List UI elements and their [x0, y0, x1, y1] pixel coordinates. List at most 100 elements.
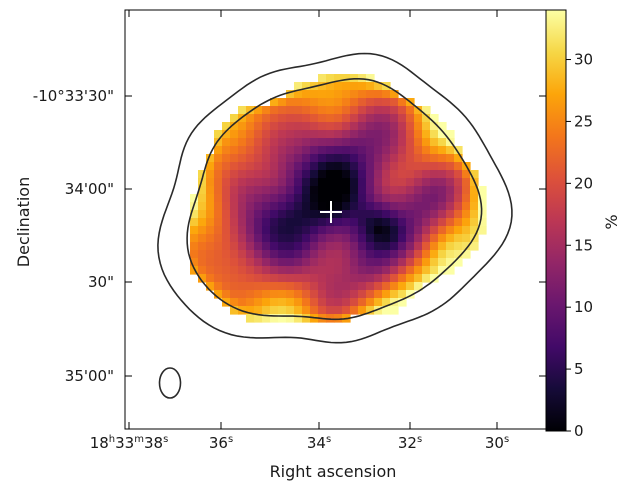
heatmap-cell	[446, 226, 455, 235]
heatmap-cell	[222, 226, 231, 235]
heatmap-cell	[238, 274, 247, 283]
heatmap-cell	[366, 170, 375, 179]
heatmap-cell	[246, 306, 255, 315]
heatmap-cell	[406, 258, 415, 267]
heatmap-cell	[238, 106, 247, 115]
heatmap-cell	[254, 210, 263, 219]
colorbar-tick-label: 25	[574, 112, 593, 130]
heatmap-cell	[254, 146, 263, 155]
heatmap-cell	[254, 186, 263, 195]
heatmap-cell	[366, 282, 375, 291]
heatmap-cell	[366, 90, 375, 99]
heatmap-cell	[430, 266, 439, 275]
heatmap-cell	[294, 114, 303, 123]
heatmap-cell	[270, 250, 279, 259]
heatmap-cell	[238, 250, 247, 259]
heatmap-cell	[286, 218, 295, 227]
heatmap-cell	[286, 194, 295, 203]
heatmap-cell	[382, 298, 391, 307]
heatmap-cell	[366, 122, 375, 131]
heatmap-cell	[222, 146, 231, 155]
heatmap-cell	[302, 138, 311, 147]
heatmap-cell	[374, 282, 383, 291]
heatmap-cell	[334, 82, 343, 91]
heatmap-cell	[318, 218, 327, 227]
heatmap-cell	[342, 202, 351, 211]
heatmap-cell	[230, 154, 239, 163]
heatmap-cell	[406, 146, 415, 155]
heatmap-cell	[294, 202, 303, 211]
heatmap-cell	[238, 290, 247, 299]
heatmap-cell	[350, 90, 359, 99]
heatmap-cell	[326, 314, 335, 323]
heatmap-cell	[206, 170, 215, 179]
heatmap-cell	[294, 234, 303, 243]
heatmap-cell	[246, 162, 255, 171]
heatmap-cell	[374, 90, 383, 99]
heatmap-cell	[406, 210, 415, 219]
heatmap-cell	[190, 250, 199, 259]
heatmap-cell	[294, 82, 303, 91]
heatmap-cell	[302, 290, 311, 299]
heatmap-cell	[342, 194, 351, 203]
heatmap-cell	[334, 106, 343, 115]
heatmap-cell	[222, 250, 231, 259]
heatmap-cell	[334, 170, 343, 179]
heatmap-cell	[398, 290, 407, 299]
heatmap-cell	[222, 218, 231, 227]
heatmap-cell	[430, 274, 439, 283]
heatmap-cell	[390, 186, 399, 195]
heatmap-cell	[318, 202, 327, 211]
heatmap-cell	[310, 146, 319, 155]
heatmap-cell	[302, 226, 311, 235]
heatmap-cell	[310, 90, 319, 99]
heatmap-cell	[214, 146, 223, 155]
heatmap-cell	[382, 114, 391, 123]
heatmap-cell	[446, 210, 455, 219]
heatmap-cell	[222, 178, 231, 187]
heatmap-cell	[278, 274, 287, 283]
heatmap-cell	[438, 258, 447, 267]
heatmap-cell	[342, 154, 351, 163]
heatmap-cell	[238, 178, 247, 187]
heatmap-cell	[358, 106, 367, 115]
heatmap-cell	[342, 250, 351, 259]
heatmap-cell	[398, 266, 407, 275]
heatmap-cell	[310, 114, 319, 123]
heatmap-cell	[222, 162, 231, 171]
heatmap-cell	[214, 282, 223, 291]
heatmap-cell	[294, 226, 303, 235]
heatmap-cell	[238, 242, 247, 251]
heatmap-cell	[270, 282, 279, 291]
heatmap-cell	[350, 298, 359, 307]
heatmap-cell	[310, 274, 319, 283]
heatmap-cell	[366, 210, 375, 219]
heatmap-cell	[262, 226, 271, 235]
heatmap-cell	[454, 258, 463, 267]
heatmap-cell	[438, 154, 447, 163]
heatmap-cell	[214, 290, 223, 299]
heatmap-cell	[286, 154, 295, 163]
heatmap-cell	[326, 170, 335, 179]
heatmap-cell	[262, 210, 271, 219]
heatmap-cell	[278, 146, 287, 155]
heatmap-cell	[302, 186, 311, 195]
heatmap-cell	[286, 146, 295, 155]
heatmap-cell	[454, 170, 463, 179]
heatmap-cell	[422, 234, 431, 243]
heatmap-cell	[230, 122, 239, 131]
heatmap-cell	[366, 130, 375, 139]
heatmap-cell	[310, 306, 319, 315]
heatmap-cell	[286, 314, 295, 323]
heatmap-cell	[206, 154, 215, 163]
heatmap-cell	[414, 146, 423, 155]
heatmap-cell	[334, 274, 343, 283]
heatmap-cell	[230, 266, 239, 275]
heatmap-cell	[294, 266, 303, 275]
heatmap-cell	[278, 258, 287, 267]
heatmap-cell	[318, 98, 327, 107]
heatmap-cell	[198, 202, 207, 211]
heatmap-cell	[350, 138, 359, 147]
heatmap-cell	[246, 234, 255, 243]
heatmap-cell	[382, 138, 391, 147]
